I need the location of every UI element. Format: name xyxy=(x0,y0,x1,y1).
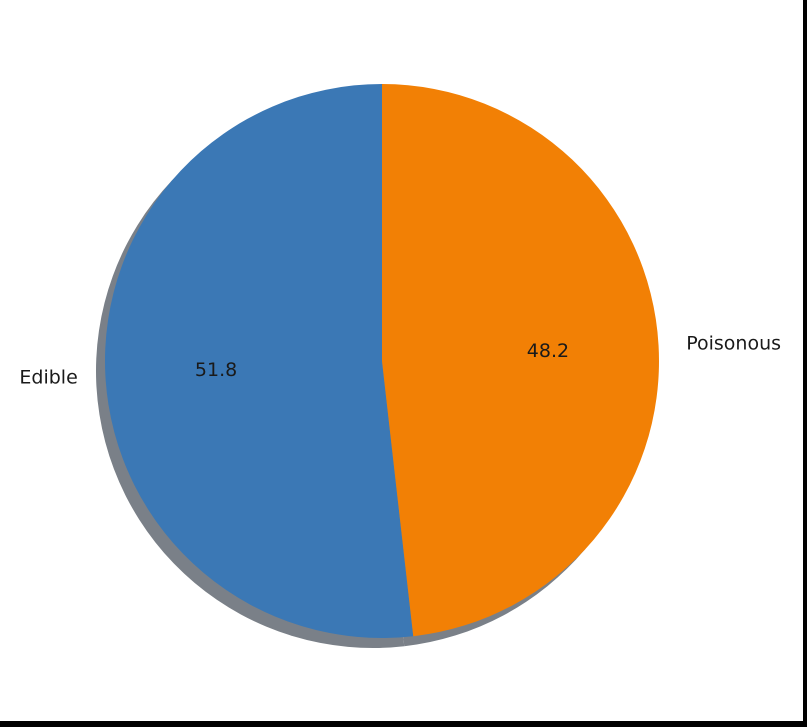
pie-slice-layer xyxy=(105,84,659,638)
pie-slice-poisonous xyxy=(382,84,659,637)
pie-slice-edible xyxy=(105,84,414,638)
pie-label-layer: 51.8 Edible 48.2 Poisonous xyxy=(19,332,781,388)
pie-value-label-poisonous: 48.2 xyxy=(527,340,569,362)
pie-category-label-edible: Edible xyxy=(19,367,77,389)
pie-value-label-edible: 51.8 xyxy=(195,359,237,381)
pie-category-label-poisonous: Poisonous xyxy=(686,332,781,354)
